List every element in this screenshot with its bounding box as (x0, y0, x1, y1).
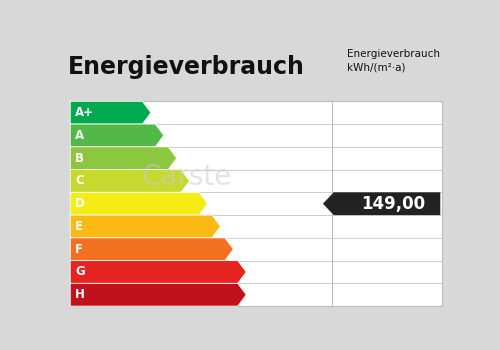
Text: A: A (76, 129, 84, 142)
Polygon shape (70, 101, 151, 124)
Polygon shape (70, 124, 164, 147)
Polygon shape (70, 169, 190, 192)
Polygon shape (70, 238, 234, 261)
Text: H: H (76, 288, 85, 301)
Text: Carste: Carste (142, 163, 232, 191)
Text: C: C (76, 174, 84, 188)
Text: Energieverbrauch
kWh/(m²·a): Energieverbrauch kWh/(m²·a) (348, 49, 440, 73)
Text: Energieverbrauch: Energieverbrauch (68, 56, 305, 79)
Polygon shape (70, 284, 246, 306)
Polygon shape (70, 261, 246, 284)
Polygon shape (70, 147, 176, 169)
Text: E: E (76, 220, 84, 233)
Text: D: D (76, 197, 85, 210)
Text: G: G (76, 265, 85, 279)
Polygon shape (323, 192, 440, 215)
Text: 149,00: 149,00 (361, 195, 425, 213)
Text: A+: A+ (76, 106, 94, 119)
Polygon shape (70, 215, 220, 238)
Bar (70, 101, 442, 306)
Text: F: F (76, 243, 84, 256)
Text: B: B (76, 152, 84, 165)
Polygon shape (70, 192, 207, 215)
